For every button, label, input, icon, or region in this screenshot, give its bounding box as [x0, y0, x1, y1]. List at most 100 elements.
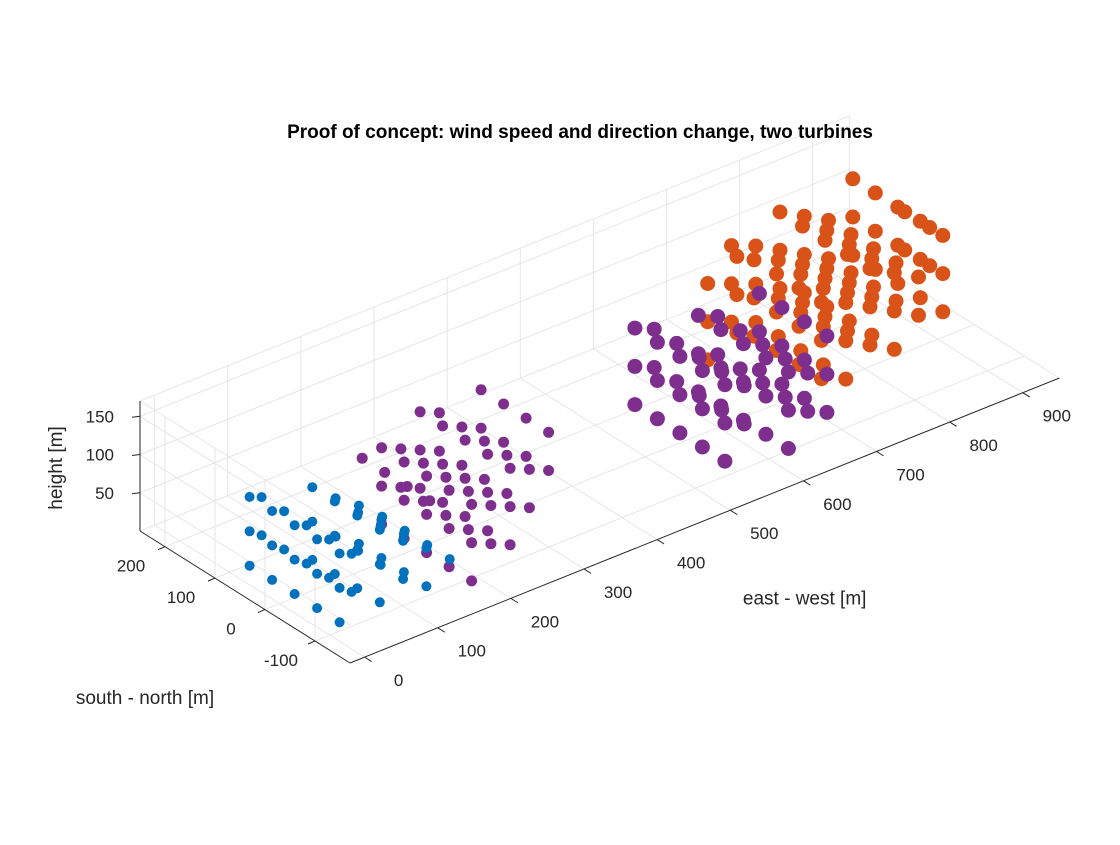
data-point: [475, 384, 487, 396]
data-point: [374, 597, 385, 608]
data-point: [421, 543, 432, 553]
data-point: [796, 390, 812, 406]
data-point: [691, 388, 707, 404]
data-point: [440, 509, 452, 521]
data-point: [504, 462, 516, 474]
data-point: [289, 589, 300, 599]
data-point: [501, 488, 513, 499]
grid-line: [164, 261, 875, 548]
data-point: [774, 338, 790, 354]
data-point: [627, 320, 643, 336]
x-tick-mark: [803, 480, 811, 486]
x-tick-label: 500: [750, 524, 778, 543]
y-tick-mark: [307, 640, 316, 645]
data-point: [886, 265, 902, 281]
data-point: [523, 502, 535, 514]
data-point: [819, 404, 835, 420]
data-point: [334, 548, 345, 559]
data-point: [437, 420, 449, 432]
z-tick-label: 50: [95, 484, 114, 503]
data-point: [543, 465, 555, 476]
data-point: [256, 530, 267, 541]
grid-line: [139, 169, 850, 455]
grid-line: [214, 292, 925, 579]
x-tick-label: 400: [677, 554, 705, 573]
axis-layer: [131, 377, 1060, 664]
data-point: [772, 204, 788, 220]
data-point: [669, 374, 685, 390]
data-point: [867, 223, 883, 239]
x-tick-mark: [364, 656, 372, 662]
data-point: [814, 294, 829, 310]
data-point: [307, 482, 318, 493]
z-tick-mark: [131, 492, 141, 495]
data-point: [462, 524, 474, 536]
data-point: [437, 458, 449, 470]
data-point: [443, 561, 455, 573]
data-point: [796, 314, 812, 330]
data-point: [819, 366, 835, 382]
data-point: [433, 407, 445, 419]
data-point: [800, 365, 816, 381]
data-point: [646, 321, 662, 337]
data-point: [324, 572, 335, 583]
data-point: [475, 422, 487, 434]
grid-layer: [139, 115, 1060, 658]
data-point: [912, 290, 928, 306]
data-point: [334, 582, 345, 593]
grid-line: [314, 355, 1025, 642]
data-point: [819, 328, 835, 344]
data-point: [437, 496, 449, 508]
y-tick-mark: [257, 609, 266, 614]
data-point: [694, 439, 710, 455]
data-point: [796, 352, 812, 368]
data-point: [498, 436, 510, 448]
data-point: [466, 575, 478, 587]
data-point: [433, 445, 445, 457]
data-point: [267, 540, 278, 551]
data-point: [890, 199, 906, 215]
data-point: [669, 335, 685, 351]
data-point: [700, 276, 716, 291]
data-point: [421, 470, 433, 482]
data-point: [862, 261, 878, 277]
x-axis-line: [349, 377, 1060, 664]
data-point: [838, 371, 854, 387]
box-edge: [139, 115, 850, 402]
x-tick-label: 300: [604, 583, 632, 602]
data-point: [646, 360, 662, 375]
data-point: [485, 538, 497, 550]
data-point: [520, 412, 532, 424]
data-point: [649, 373, 665, 388]
data-point: [627, 358, 643, 374]
y-tick-label: 100: [167, 588, 195, 607]
data-point: [710, 347, 726, 363]
data-point: [421, 581, 432, 592]
data-point: [504, 539, 516, 551]
data-point: [324, 534, 335, 545]
data-point: [758, 426, 774, 442]
x-tick-mark: [1022, 392, 1031, 398]
data-point: [713, 322, 729, 338]
data-point: [751, 286, 767, 301]
data-point: [649, 334, 665, 350]
data-point: [838, 333, 854, 349]
z-tick-mark: [131, 454, 141, 457]
data-point: [862, 337, 878, 353]
x-tick-label: 200: [531, 612, 559, 631]
data-point: [672, 425, 688, 441]
x-tick-mark: [876, 451, 884, 457]
data-point: [717, 415, 733, 431]
data-point: [748, 238, 764, 254]
data-point: [466, 537, 478, 549]
data-point: [398, 456, 410, 468]
data-point: [398, 574, 409, 584]
data-point: [417, 457, 429, 469]
grid-line: [139, 454, 351, 587]
data-point: [376, 442, 388, 454]
y-tick-label: 200: [117, 557, 145, 576]
grid-line: [139, 130, 850, 417]
data-point: [414, 444, 426, 456]
x-tick-mark: [730, 509, 738, 516]
